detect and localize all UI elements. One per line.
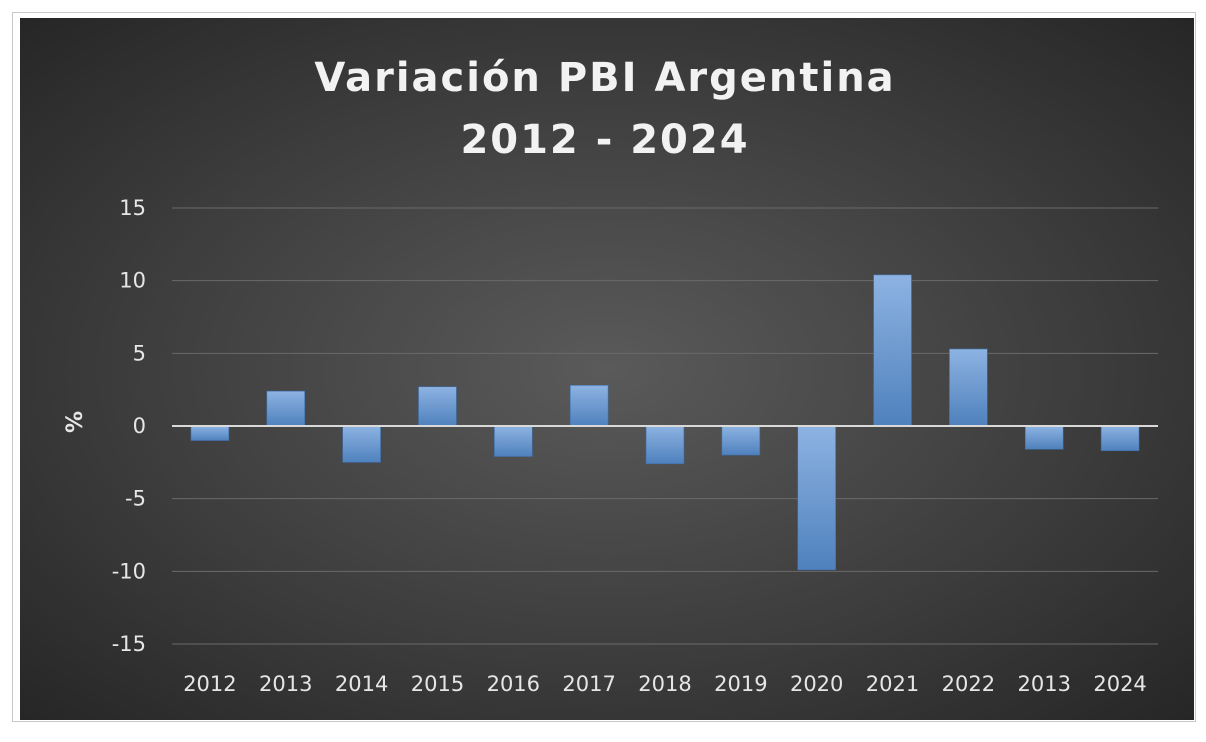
x-tick-label: 2024 [1093, 672, 1146, 696]
x-tick-label: 2017 [562, 672, 615, 696]
chart-title: Variación PBI Argentina 2012 - 2024 [314, 55, 895, 163]
bar [1024, 425, 1064, 450]
chart-title-line-2: 2012 - 2024 [460, 117, 749, 163]
chart-title-line-1: Variación PBI Argentina [314, 55, 895, 101]
y-tick-label: 0 [133, 414, 146, 438]
bar [1100, 425, 1140, 452]
bar [342, 425, 381, 463]
y-tick-label: 10 [119, 269, 146, 293]
x-tick-label: 2021 [866, 672, 919, 696]
x-tick-label: 2019 [714, 672, 767, 696]
bar [266, 390, 306, 427]
bar [721, 425, 761, 456]
bar [949, 348, 988, 427]
y-axis-ticks: 15 10 5 0 -5 -10 -15 [112, 196, 146, 656]
bar [494, 425, 533, 457]
gridlines [172, 207, 1158, 645]
y-tick-label: -5 [125, 487, 146, 511]
bar [418, 386, 457, 427]
y-tick-label: 5 [133, 341, 146, 365]
x-tick-label: 2013 [259, 672, 312, 696]
x-tick-label: 2022 [942, 672, 995, 696]
y-tick-label: 15 [119, 196, 146, 220]
x-axis-ticks: 2012 2013 2014 2015 2016 2017 2018 2019 2020 2021… [183, 672, 1147, 696]
y-tick-label: -10 [112, 559, 146, 583]
bar [190, 425, 230, 441]
x-tick-label: 2014 [335, 672, 388, 696]
chart-area: Variación PBI Argentina 2012 - 2024 15 10… [20, 18, 1194, 720]
bar [797, 425, 836, 571]
bar-chart: Variación PBI Argentina 2012 - 2024 15 10… [63, 55, 1158, 696]
x-tick-label: 2012 [183, 672, 236, 696]
y-tick-label: -15 [112, 632, 146, 656]
x-tick-label: 2018 [638, 672, 691, 696]
bar [645, 425, 685, 465]
x-tick-label: 2013 [1018, 672, 1071, 696]
x-tick-label: 2020 [790, 672, 843, 696]
y-axis-label: % [63, 411, 88, 433]
x-tick-label: 2015 [411, 672, 464, 696]
bar [873, 274, 912, 427]
x-tick-label: 2016 [487, 672, 540, 696]
bars [190, 274, 1140, 571]
bar [569, 385, 609, 427]
